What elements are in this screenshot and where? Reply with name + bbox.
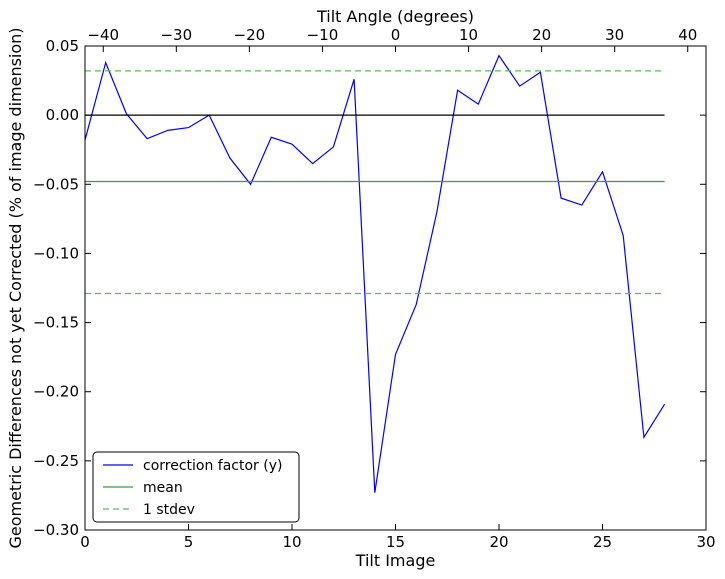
legend-label-correction-factor: correction factor (y) <box>143 458 282 474</box>
top-tick-label: −20 <box>234 26 266 44</box>
x-tick-label: 0 <box>80 533 90 551</box>
series-line-0 <box>84 54 666 493</box>
y-tick-label: −0.15 <box>33 314 79 332</box>
legend-box <box>92 451 300 523</box>
top-axis-title: Tilt Angle (degrees) <box>316 7 474 26</box>
y-axis-title: Geometric Differences not yet Corrected … <box>6 27 25 548</box>
y-tick-label: −0.30 <box>33 521 79 539</box>
x-tick-label: 30 <box>696 533 715 551</box>
top-tick-label: 10 <box>459 26 478 44</box>
top-tick-label: 0 <box>391 26 401 44</box>
top-tick-label: −10 <box>307 26 339 44</box>
x-tick-label: 10 <box>282 533 301 551</box>
x-tick-label: 15 <box>386 533 405 551</box>
legend-label-stdev: 1 stdev <box>143 502 195 518</box>
y-tick-label: 0.00 <box>46 106 79 124</box>
x-tick-label: 20 <box>489 533 508 551</box>
series-lines <box>84 54 666 493</box>
top-tick-label: 30 <box>605 26 624 44</box>
x-tick-label: 25 <box>593 533 612 551</box>
y-tick-label: −0.10 <box>33 244 79 262</box>
top-tick-label: −30 <box>160 26 192 44</box>
legend: correction factor (y) mean 1 stdev <box>92 451 300 523</box>
y-tick-label: −0.25 <box>33 452 79 470</box>
legend-label-mean: mean <box>143 480 183 496</box>
x-tick-label: 5 <box>184 533 194 551</box>
top-tick-label: 40 <box>678 26 697 44</box>
y-tick-label: −0.20 <box>33 383 79 401</box>
x-axis-title: Tilt Image <box>355 551 436 570</box>
top-tick-label: −40 <box>87 26 119 44</box>
axis-ticks: 0 5 10 15 20 25 30 0.05 0.00 −0.05 −0.10 −0.15 −0.20… <box>33 26 716 551</box>
top-tick-label: 20 <box>532 26 551 44</box>
y-tick-label: −0.05 <box>33 175 79 193</box>
y-tick-label: 0.05 <box>46 37 79 55</box>
